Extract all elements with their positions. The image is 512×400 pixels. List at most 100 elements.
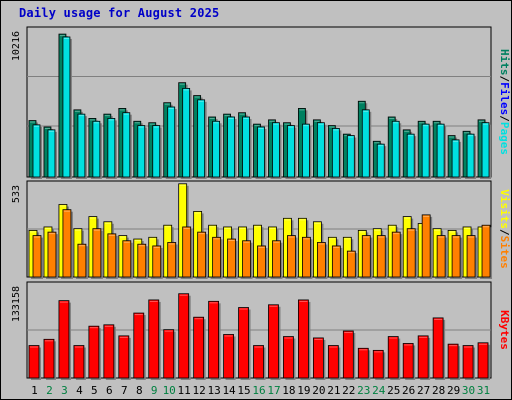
day-label-13: 13 [207, 384, 220, 397]
day-label-2: 2 [46, 384, 53, 397]
bar-highlight [228, 117, 234, 119]
bar-highlight [318, 243, 325, 245]
bar-highlight [153, 126, 159, 128]
bar-kbytes-26 [402, 343, 416, 380]
bar-highlight [344, 238, 351, 240]
bar-pages-4 [77, 113, 87, 179]
bar [88, 325, 100, 379]
bar-highlight [30, 346, 38, 348]
bar [178, 293, 190, 379]
bar-pages-16 [257, 126, 267, 179]
bar-highlight [34, 236, 40, 238]
bar [92, 228, 102, 278]
bar-highlight [183, 227, 190, 229]
bar-highlight [359, 102, 365, 104]
bar-highlight [363, 236, 370, 238]
bar-highlight [273, 123, 279, 125]
bar-highlight [179, 184, 186, 186]
bar-kbytes-18 [283, 336, 296, 380]
bar-highlight [423, 125, 429, 127]
bar [342, 330, 354, 379]
bar [107, 118, 116, 178]
bar-sites-24 [376, 235, 388, 279]
legend-item: / [498, 115, 511, 122]
bar-pages-25 [391, 120, 402, 179]
bar-highlight [374, 351, 383, 353]
bar-sites-19 [302, 236, 313, 279]
bar-highlight [468, 236, 475, 238]
bar-pages-5 [92, 120, 102, 179]
bar-highlight [74, 346, 83, 348]
bar [481, 122, 490, 178]
bar-highlight [299, 300, 308, 302]
bar [77, 113, 86, 178]
bar-pages-1 [32, 124, 42, 179]
bar-highlight [59, 301, 68, 303]
legend-item: Pages [498, 122, 511, 155]
bar [447, 343, 459, 379]
bar-pages-26 [406, 133, 417, 179]
bar-kbytes-14 [223, 334, 236, 380]
bar [361, 109, 370, 178]
bar [481, 224, 491, 278]
bar-pages-28 [436, 123, 447, 179]
bar-highlight [134, 240, 141, 242]
bar-highlight [153, 246, 160, 248]
bar-kbytes-12 [193, 316, 206, 380]
bar-highlight [149, 238, 156, 240]
bar [103, 324, 115, 379]
bar [372, 349, 384, 379]
bar-sites-31 [481, 224, 493, 279]
bar-highlight [123, 113, 129, 115]
bar-highlight [63, 37, 69, 39]
bar-highlight [228, 240, 235, 242]
bar-pages-19 [302, 123, 312, 179]
bar [77, 243, 87, 278]
bar-pages-18 [287, 125, 297, 179]
bar [331, 128, 340, 178]
bar-highlight [168, 107, 174, 109]
bar-highlight [284, 337, 293, 339]
bar-highlight [213, 122, 219, 124]
bar-pages-31 [481, 122, 492, 179]
bar-highlight [104, 222, 111, 224]
day-label-10: 10 [163, 384, 176, 397]
bar-highlight [348, 136, 354, 138]
bar-highlight [303, 238, 310, 240]
day-label-9: 9 [151, 384, 158, 397]
bar-pages-15 [242, 116, 252, 179]
bar-highlight [138, 245, 145, 247]
bar-highlight [224, 335, 233, 337]
day-label-21: 21 [327, 384, 340, 397]
bar-highlight [288, 126, 294, 128]
bar-kbytes-30 [462, 345, 476, 380]
bar [208, 300, 220, 379]
bar-highlight [464, 132, 470, 134]
bar [137, 243, 147, 278]
bar-pages-24 [376, 143, 387, 179]
bar-highlight [303, 125, 309, 127]
bar-highlight [479, 343, 488, 345]
bar-kbytes-8 [133, 312, 146, 380]
bar-highlight [378, 236, 385, 238]
bar-highlight [389, 337, 398, 339]
bar-highlight [254, 346, 263, 348]
bar [283, 336, 294, 379]
day-label-26: 26 [402, 384, 415, 397]
bar-highlight [89, 327, 98, 329]
bar-sites-14 [227, 238, 238, 279]
bar [272, 240, 281, 278]
bar-highlight [30, 121, 35, 123]
bar [436, 123, 445, 178]
bar-kbytes-25 [387, 336, 401, 380]
bar-highlight [59, 205, 66, 207]
bar-pages-2 [47, 129, 57, 179]
bar-highlight [89, 119, 95, 121]
bar [361, 235, 371, 278]
bar-kbytes-9 [148, 299, 161, 380]
bar-pages-11 [182, 87, 192, 179]
bar [268, 304, 279, 379]
bar-highlight [434, 318, 443, 320]
bar-highlight [348, 252, 355, 254]
bar [152, 245, 162, 278]
